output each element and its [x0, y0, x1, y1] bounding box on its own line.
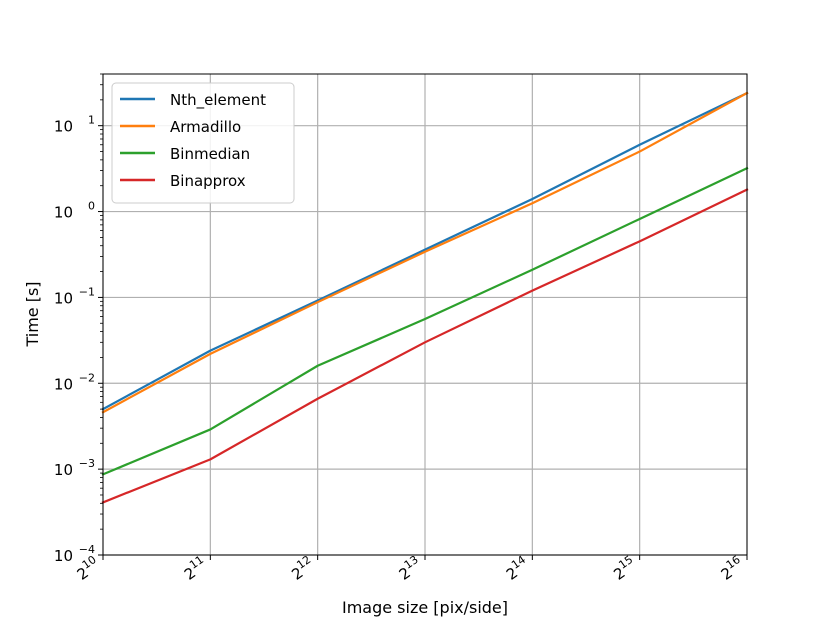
- y-tick-label: 10 1: [54, 114, 95, 136]
- legend-entry-label: Binmedian: [170, 145, 250, 163]
- x-tick-label: 213: [394, 553, 425, 584]
- tick-exponent: −1: [79, 285, 95, 298]
- x-tick-label-text: 216: [716, 553, 747, 584]
- tick-exponent: −3: [79, 457, 95, 470]
- tick-base: 10: [54, 461, 73, 479]
- y-axis-label: Time [s]: [23, 281, 42, 347]
- x-tick-label-text: 214: [501, 553, 532, 584]
- x-axis-label: Image size [pix/side]: [342, 598, 508, 617]
- series-line-armadillo: [101, 91, 749, 414]
- x-tick-label: 210: [72, 553, 103, 584]
- tick-exponent: −4: [79, 543, 95, 556]
- x-tick-label-text: 213: [394, 553, 425, 584]
- series-line-binmedian: [101, 166, 749, 476]
- tick-base: 10: [54, 547, 73, 565]
- legend-entry-label: Armadillo: [170, 118, 241, 136]
- legend: Nth_element Armadillo Binmedian Binapprox: [111, 82, 295, 204]
- tick-exponent: 0: [88, 200, 95, 213]
- tick-base: 10: [54, 204, 73, 222]
- legend-entry-label: Binapprox: [170, 172, 246, 190]
- tick-exponent: −2: [79, 371, 95, 384]
- legend-box: [111, 82, 295, 204]
- x-tick-label-text: 210: [72, 553, 103, 584]
- tick-base: 10: [54, 375, 73, 393]
- series-line-nth-element: [101, 91, 749, 411]
- tick-base: 10: [54, 289, 73, 307]
- legend-entry-label: Nth_element: [170, 91, 266, 110]
- x-tick-label-text: 212: [287, 553, 318, 584]
- x-tick-label: 211: [179, 553, 210, 584]
- y-tick-label: 10 −1: [54, 285, 95, 307]
- y-tick-label: 10 −2: [54, 371, 95, 393]
- series-line-binapprox: [101, 188, 749, 504]
- x-tick-label-text: 215: [609, 553, 640, 584]
- x-tick-label-text: 211: [179, 553, 210, 584]
- x-tick-label: 214: [501, 553, 532, 584]
- x-tick-label: 212: [287, 553, 318, 584]
- y-tick-label: 10 −3: [54, 457, 95, 479]
- grid-lines: [102, 74, 748, 556]
- x-tick-label: 216: [716, 553, 747, 584]
- y-tick-label: 10 0: [54, 200, 95, 222]
- y-tick-label: 10 −4: [54, 543, 95, 565]
- tick-base: 10: [54, 118, 73, 136]
- x-tick-label: 215: [609, 553, 640, 584]
- series-lines: [101, 91, 749, 504]
- tick-exponent: 1: [88, 114, 95, 127]
